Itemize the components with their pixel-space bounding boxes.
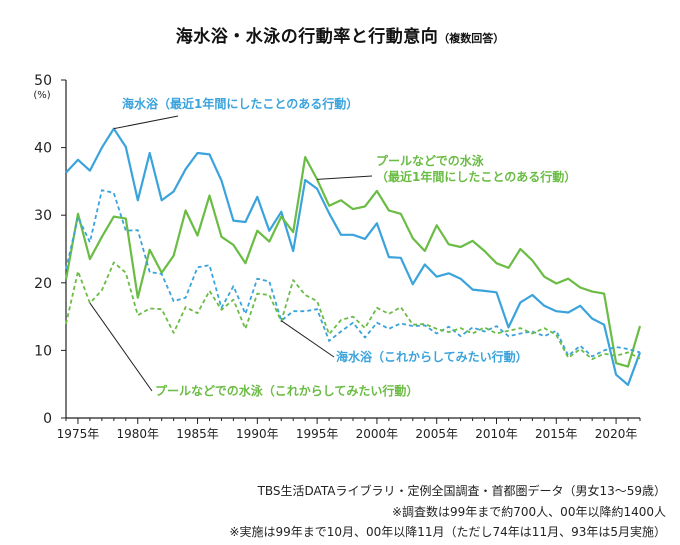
series-line-1	[65, 127, 642, 386]
annotation-leader-3	[280, 320, 335, 358]
series-label-1: 海水浴（最近1年間にしたことのある行動）	[122, 96, 358, 111]
y-tick-label: 10	[34, 343, 52, 359]
x-tick-label: 2000年	[356, 427, 399, 441]
source-note: TBS生活DATAライブラリ・定例全国調査・首都圏データ（男女13〜59歳）	[257, 484, 666, 498]
x-tick-label: 2015年	[535, 427, 578, 441]
annotation-leader-1	[113, 115, 179, 130]
y-axis-unit-label: (%)	[33, 90, 50, 101]
x-tick-label: 1990年	[236, 427, 279, 441]
survey-timing-note: ※実施は99年まで10月、00年以降11月（ただし74年は11月、93年は5月実…	[229, 525, 666, 539]
x-tick-label: 2005年	[415, 427, 458, 441]
x-tick-label: 1975年	[57, 427, 100, 441]
series-label-3: 海水浴（これからしてみたい行動）	[336, 349, 528, 364]
series-line-3	[65, 189, 641, 358]
series-line-2	[64, 156, 642, 368]
series-layer	[64, 127, 642, 386]
y-tick-label: 0	[43, 411, 52, 427]
x-tick-label: 1995年	[296, 427, 339, 441]
series-line-4	[65, 261, 641, 361]
x-tick-label: 1980年	[116, 427, 159, 441]
series-label-2: （最近1年間にしたことのある行動）	[376, 169, 576, 184]
series-label-2: プールなどでの水泳	[376, 153, 485, 168]
chart-title: 海水浴・水泳の行動率と行動意向	[175, 27, 439, 47]
annotation-leader-4	[89, 302, 153, 392]
series-label-4: プールなどでの水泳（これからしてみたい行動）	[155, 383, 418, 398]
annotation-layer: 海水浴（最近1年間にしたことのある行動） プールなどでの水泳（最近1年間にしたこと…	[89, 96, 576, 398]
chart-title-block: 海水浴・水泳の行動率と行動意向（複数回答）	[0, 22, 680, 47]
chart-axes: 0 10 20 30 40 50(%) 1975年 1980年 1985年 1990年 1995年 2…	[33, 73, 641, 441]
y-tick-label: 40	[34, 141, 52, 157]
y-tick-label: 20	[34, 276, 52, 292]
chart-subtitle: （複数回答）	[438, 32, 505, 45]
sample-size-note: ※調査数は99年まで約700人、00年以降約1400人	[391, 505, 666, 519]
y-tick-label: 50	[34, 73, 52, 89]
x-tick-label: 1985年	[176, 427, 219, 441]
x-tick-label: 2010年	[475, 427, 518, 441]
annotation-leader-2	[317, 175, 373, 180]
line-chart: 0 10 20 30 40 50(%) 1975年 1980年 1985年 1990年 1995年 2…	[33, 73, 642, 441]
x-tick-label: 2020年	[595, 427, 638, 441]
y-tick-label: 30	[34, 208, 52, 224]
